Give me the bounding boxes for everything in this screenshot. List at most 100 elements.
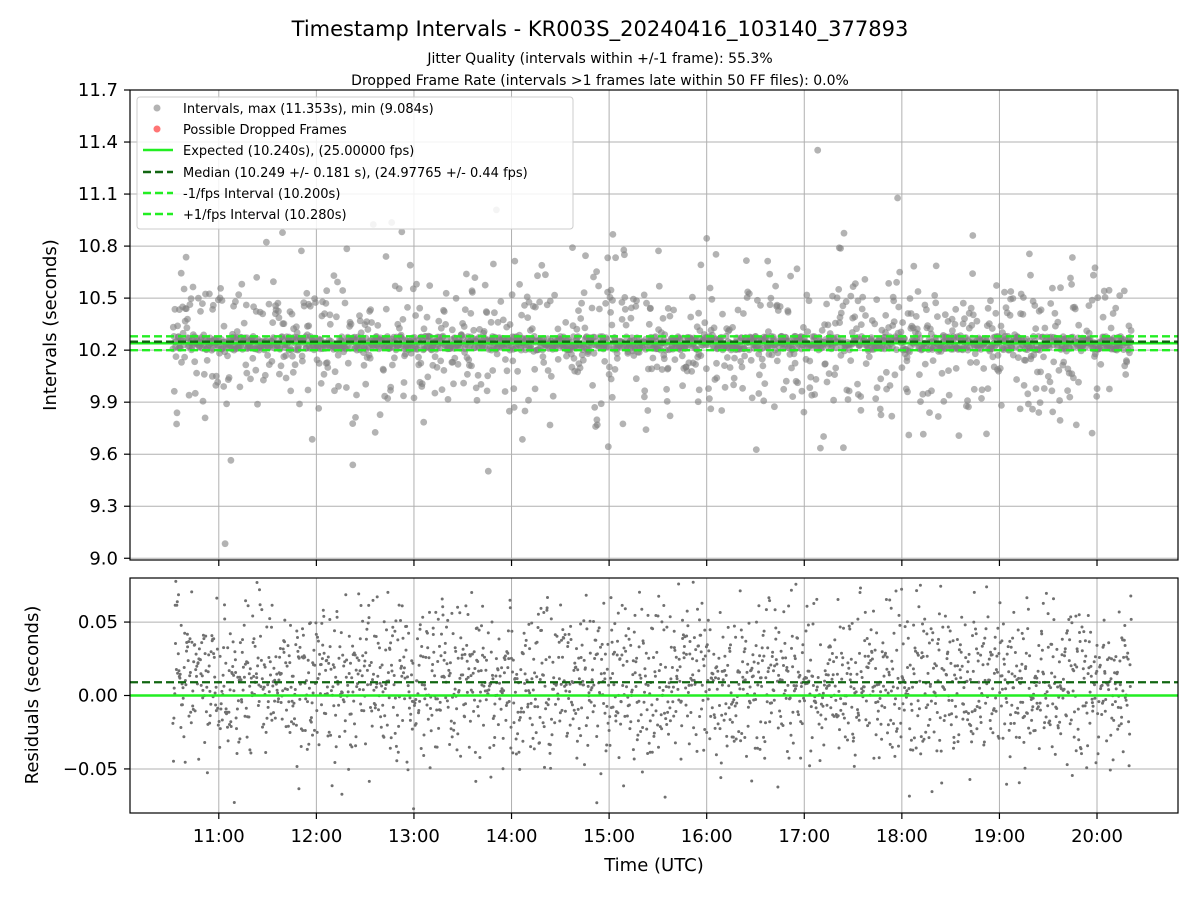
interval-point bbox=[503, 367, 511, 375]
interval-point bbox=[396, 324, 403, 332]
residual-point bbox=[677, 582, 681, 586]
interval-point bbox=[509, 357, 517, 365]
legend-entry-median: Median (10.249 +/- 0.181 s), (24.97765 +… bbox=[183, 166, 528, 181]
chart-title: Timestamp Intervals - KR003S_20240416_10… bbox=[291, 17, 909, 42]
residual-point bbox=[1129, 617, 1133, 621]
residual-point bbox=[480, 624, 483, 628]
residual-point bbox=[616, 711, 620, 715]
residual-point bbox=[587, 691, 591, 695]
residual-point bbox=[1129, 594, 1133, 598]
residual-point bbox=[625, 685, 628, 689]
residual-point bbox=[380, 663, 384, 667]
interval-point bbox=[178, 358, 185, 366]
residual-point bbox=[396, 638, 400, 642]
residual-point bbox=[547, 697, 551, 701]
interval-point bbox=[670, 306, 677, 314]
residual-point bbox=[262, 722, 266, 726]
residual-point bbox=[782, 664, 785, 667]
residual-point bbox=[799, 756, 803, 760]
residual-point bbox=[599, 672, 603, 676]
interval-point bbox=[1069, 254, 1076, 261]
residual-point bbox=[504, 704, 508, 707]
residual-point bbox=[819, 713, 823, 717]
residual-point bbox=[191, 689, 195, 693]
interval-point bbox=[706, 284, 714, 292]
interval-point bbox=[575, 307, 582, 314]
residual-point bbox=[361, 654, 365, 658]
residual-point bbox=[530, 677, 534, 681]
interval-point bbox=[232, 298, 239, 306]
residual-point bbox=[586, 684, 590, 688]
residual-point bbox=[773, 664, 777, 668]
y-tick-label: 9.9 bbox=[89, 392, 118, 413]
interval-point bbox=[562, 319, 570, 326]
residual-point bbox=[374, 685, 378, 689]
residual-point bbox=[563, 709, 567, 713]
residual-point bbox=[621, 663, 625, 667]
residual-point bbox=[822, 743, 826, 747]
residual-point bbox=[367, 603, 371, 607]
interval-point bbox=[898, 364, 906, 371]
residual-point bbox=[201, 696, 205, 700]
residual-point bbox=[866, 666, 870, 670]
interval-point bbox=[1051, 309, 1059, 317]
interval-point bbox=[183, 324, 191, 332]
residual-point bbox=[343, 719, 347, 723]
interval-point bbox=[988, 325, 996, 332]
residual-point bbox=[347, 634, 351, 638]
residual-point bbox=[860, 687, 864, 691]
interval-point bbox=[347, 320, 355, 328]
residual-point bbox=[686, 714, 689, 718]
residual-point bbox=[666, 700, 670, 704]
residual-point bbox=[613, 650, 616, 654]
residual-point bbox=[1013, 674, 1017, 678]
residual-point bbox=[450, 611, 454, 615]
residual-point bbox=[1018, 669, 1022, 673]
residual-point bbox=[610, 628, 614, 632]
residual-point bbox=[183, 760, 187, 764]
residual-point bbox=[878, 697, 882, 700]
interval-point bbox=[899, 319, 906, 326]
residual-point bbox=[806, 623, 810, 627]
residual-point bbox=[700, 707, 703, 711]
residual-point bbox=[1110, 716, 1114, 720]
residual-point bbox=[708, 737, 712, 741]
residual-point bbox=[1114, 687, 1118, 691]
interval-point bbox=[893, 278, 900, 286]
interval-point bbox=[865, 353, 873, 361]
residual-point bbox=[1016, 628, 1020, 632]
residual-point bbox=[715, 665, 719, 669]
residual-point bbox=[1002, 662, 1006, 666]
interval-point bbox=[695, 309, 702, 317]
interval-point bbox=[613, 355, 621, 362]
interval-point bbox=[608, 321, 616, 329]
legend: Intervals, max (11.353s), min (9.084s) P… bbox=[136, 96, 574, 230]
interval-point bbox=[814, 146, 822, 154]
residual-point bbox=[1123, 624, 1127, 627]
residual-point bbox=[1023, 714, 1026, 718]
residual-point bbox=[885, 655, 889, 659]
residual-point bbox=[427, 656, 431, 660]
residual-point bbox=[420, 645, 424, 648]
interval-point bbox=[609, 231, 617, 238]
residual-point bbox=[876, 717, 879, 721]
residual-point bbox=[945, 657, 949, 661]
interval-point bbox=[546, 297, 554, 305]
residual-point bbox=[701, 657, 705, 661]
residual-point bbox=[240, 650, 244, 654]
residual-point bbox=[753, 746, 757, 750]
residual-point bbox=[494, 657, 498, 661]
interval-point bbox=[853, 325, 860, 333]
residuals-points bbox=[171, 579, 1133, 811]
residual-point bbox=[858, 651, 861, 655]
residual-point bbox=[1030, 708, 1034, 712]
residual-point bbox=[1034, 684, 1038, 688]
residual-point bbox=[283, 618, 287, 622]
residual-point bbox=[684, 703, 688, 707]
residual-point bbox=[390, 669, 394, 673]
residual-point bbox=[888, 598, 892, 602]
residual-point bbox=[307, 671, 311, 675]
residual-point bbox=[517, 750, 521, 754]
residual-point bbox=[927, 641, 931, 645]
residual-point bbox=[246, 661, 250, 665]
